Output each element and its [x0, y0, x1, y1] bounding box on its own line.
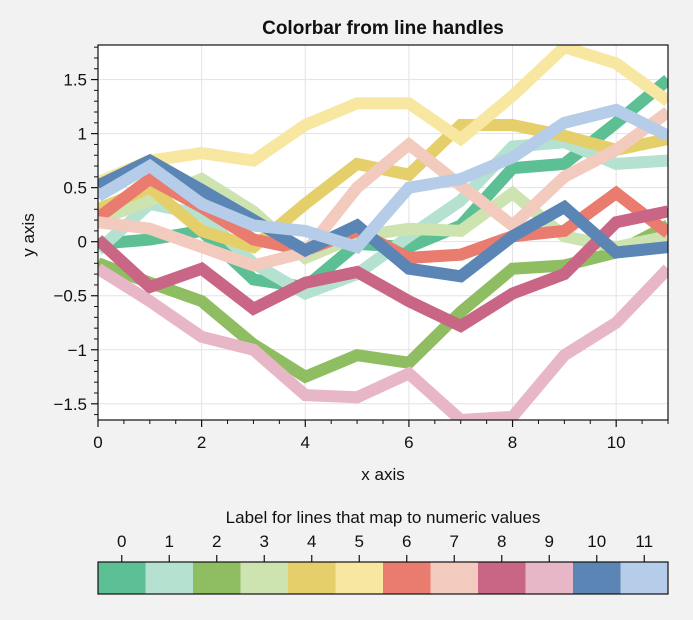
y-axis-ticks: −1.5 −1 −0.5 0 0.5 1 1.5	[53, 46, 98, 416]
data-lines	[98, 45, 668, 420]
y-axis-label: y axis	[19, 213, 38, 256]
x-tick-label: 0	[93, 433, 102, 452]
colorbar-segments	[98, 562, 669, 594]
colorbar: Label for lines that map to numeric valu…	[97, 508, 669, 595]
chart-title: Colorbar from line handles	[262, 18, 504, 39]
series-line-5	[98, 45, 668, 188]
colorbar-tick-label: 7	[450, 532, 459, 551]
colorbar-tick-label: 0	[117, 532, 126, 551]
colorbar-tick-label: 2	[212, 532, 221, 551]
y-tick-label: 0	[78, 233, 87, 252]
series-line-1	[98, 136, 668, 301]
series-line-9	[98, 263, 668, 420]
y-tick-label: −1.5	[53, 395, 87, 414]
colorbar-tick-label: 4	[307, 532, 316, 551]
colorbar-segment-1	[145, 562, 194, 594]
colorbar-tick-label: 10	[587, 532, 606, 551]
colorbar-tick-label: 3	[260, 532, 269, 551]
x-tick-label: 4	[301, 433, 310, 452]
y-tick-label: 0.5	[63, 179, 87, 198]
y-tick-label: −1	[68, 341, 87, 360]
x-tick-label: 2	[197, 433, 206, 452]
colorbar-tick-label: 11	[635, 532, 653, 551]
y-tick-label: 1	[78, 125, 87, 144]
colorbar-segment-3	[240, 562, 289, 594]
series-line-8	[98, 205, 668, 333]
x-axis-label: x axis	[361, 465, 404, 484]
colorbar-segment-11	[620, 562, 669, 594]
x-tick-label: 8	[508, 433, 517, 452]
colorbar-segment-8	[478, 562, 526, 594]
series-line-11	[98, 103, 668, 254]
x-tick-label: 6	[404, 433, 413, 452]
plot-area: 0 2 4 6 8 10 −1.5 −1 −0.5 0 0.5 1 1.5	[53, 44, 669, 452]
colorbar-segment-6	[383, 562, 431, 594]
colorbar-segment-7	[430, 562, 479, 594]
colorbar-segment-2	[193, 562, 241, 594]
y-tick-label: −0.5	[53, 287, 87, 306]
colorbar-tick-label: 9	[545, 532, 554, 551]
colorbar-segment-5	[335, 562, 384, 594]
colorbar-segment-0	[98, 562, 146, 594]
series-line-10	[98, 153, 668, 283]
colorbar-tick-label: 8	[497, 532, 506, 551]
colorbar-frame	[97, 561, 669, 595]
x-tick-label: 10	[607, 433, 626, 452]
series-line-7	[98, 107, 668, 272]
colorbar-segment-9	[525, 562, 574, 594]
x-axis-ticks: 0 2 4 6 8 10	[93, 420, 669, 452]
colorbar-ticks: 0 1 2 3 4 5 6 7 8 9 10 11	[117, 532, 653, 562]
y-tick-label: 1.5	[63, 71, 87, 90]
colorbar-segment-4	[288, 562, 336, 594]
colorbar-tick-label: 5	[355, 532, 364, 551]
colorbar-tick-label: 1	[165, 532, 174, 551]
colorbar-label: Label for lines that map to numeric valu…	[226, 508, 541, 527]
colorbar-segment-10	[573, 562, 621, 594]
colorbar-tick-label: 6	[402, 532, 411, 551]
